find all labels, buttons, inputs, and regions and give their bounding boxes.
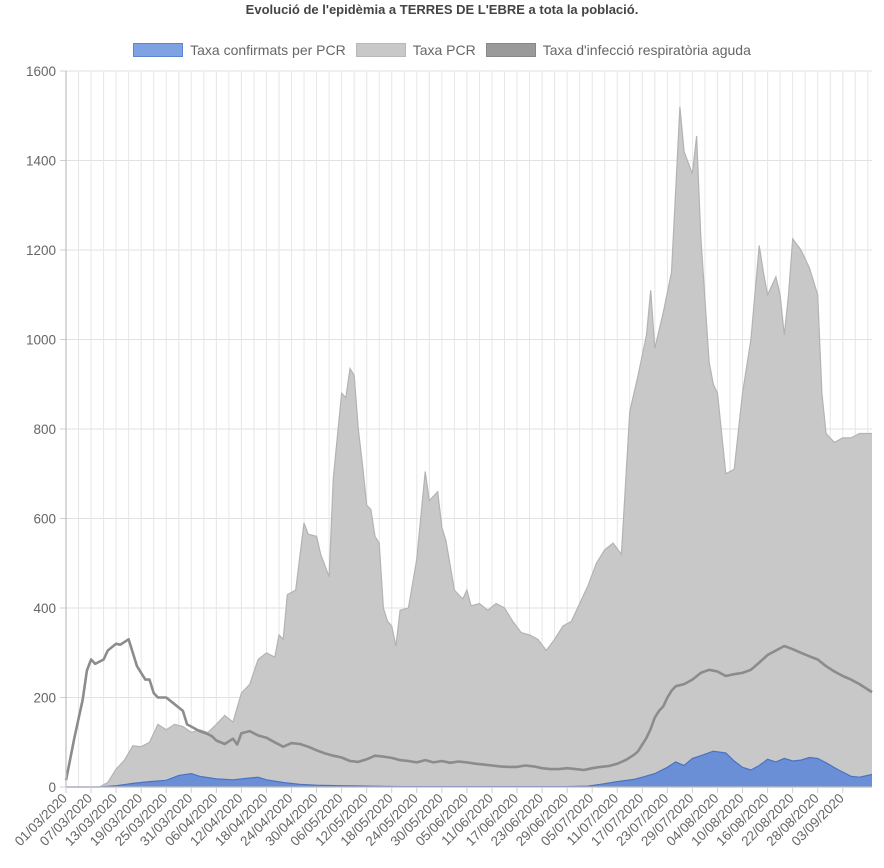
legend-item-pcr-rate[interactable]: Taxa PCR bbox=[355, 42, 476, 58]
y-tick-label: 0 bbox=[48, 780, 56, 795]
y-tick-label: 800 bbox=[33, 422, 56, 437]
y-tick-label: 1400 bbox=[26, 154, 56, 169]
series-line-1 bbox=[66, 106, 872, 788]
series-area-1 bbox=[66, 106, 872, 788]
legend-swatch-pcr-rate bbox=[355, 43, 406, 57]
series-line-2 bbox=[64, 638, 873, 781]
legend-label-respiratory-infection: Taxa d'infecció respiratòria aguda bbox=[542, 42, 751, 58]
y-tick-label: 400 bbox=[33, 601, 56, 616]
legend-item-respiratory-infection[interactable]: Taxa d'infecció respiratòria aguda bbox=[485, 42, 751, 58]
legend: Taxa confirmats per PCR Taxa PCR Taxa d'… bbox=[0, 40, 884, 60]
chart-title: Evolució de l'epidèmia a TERRES DE L'EBR… bbox=[245, 2, 639, 17]
legend-swatch-respiratory-infection bbox=[485, 43, 536, 57]
y-tick-label: 200 bbox=[33, 691, 56, 706]
y-tick-label: 1200 bbox=[26, 243, 56, 258]
legend-swatch-pcr-confirmed bbox=[133, 43, 184, 57]
y-tick-label: 1000 bbox=[26, 333, 56, 348]
y-tick-label: 600 bbox=[33, 512, 56, 527]
series-area-0 bbox=[66, 751, 872, 787]
series-line-0 bbox=[66, 750, 873, 788]
series-layer bbox=[64, 106, 873, 788]
legend-label-pcr-rate: Taxa PCR bbox=[412, 42, 476, 58]
legend-label-pcr-confirmed: Taxa confirmats per PCR bbox=[190, 42, 346, 58]
legend-item-pcr-confirmed[interactable]: Taxa confirmats per PCR bbox=[133, 42, 346, 58]
y-tick-label: 1600 bbox=[26, 64, 56, 79]
